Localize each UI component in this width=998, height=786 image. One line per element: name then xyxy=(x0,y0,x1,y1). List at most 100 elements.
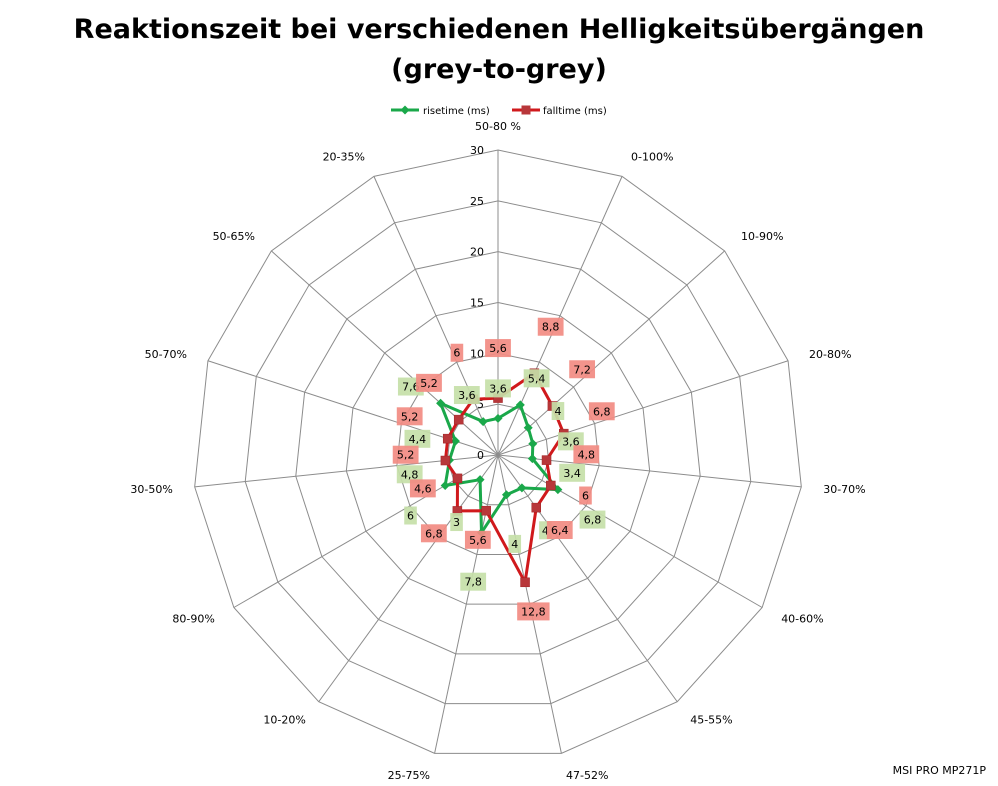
data-point xyxy=(452,473,463,484)
grid-ring xyxy=(446,403,550,506)
grid-ring xyxy=(244,200,752,705)
data-point xyxy=(546,480,556,491)
grid-ring xyxy=(194,149,802,754)
axis-tick-label: 25 xyxy=(470,195,484,208)
data-point xyxy=(478,417,488,427)
axis-tick-label: 20 xyxy=(470,246,484,259)
data-label-box xyxy=(404,506,417,525)
data-label-box xyxy=(464,530,491,549)
category-label: 50-65% xyxy=(213,230,255,243)
axis-tick-label: 30 xyxy=(470,144,484,157)
data-point xyxy=(442,433,453,444)
data-label: 6,8 xyxy=(593,405,611,418)
data-point xyxy=(553,485,563,495)
data-point xyxy=(517,483,527,493)
grid-ring xyxy=(295,251,701,655)
data-label-box xyxy=(485,339,511,358)
data-label: 5,2 xyxy=(420,377,438,390)
data-point xyxy=(440,481,450,490)
grid-spoke xyxy=(373,176,499,456)
series-line xyxy=(443,371,566,584)
data-label: 6,8 xyxy=(425,527,443,540)
grid-spoke xyxy=(497,454,763,608)
grid-spoke xyxy=(497,250,725,456)
axis-tick-label: 15 xyxy=(470,297,484,310)
series-line xyxy=(439,401,560,535)
data-label: 7,8 xyxy=(464,576,482,589)
data-label: 6 xyxy=(453,347,460,360)
data-label: 7,6 xyxy=(402,381,420,394)
grid-spoke xyxy=(497,176,623,456)
legend-marker-risetime xyxy=(400,105,410,115)
data-point xyxy=(523,423,533,433)
axis-tick-label: 5 xyxy=(477,398,484,411)
data-label: 6,4 xyxy=(551,524,569,537)
grid-spoke xyxy=(318,454,499,703)
data-label-box xyxy=(485,379,511,398)
axis-tick-label: 10 xyxy=(470,347,484,360)
data-label: 4,4 xyxy=(409,433,427,446)
data-point xyxy=(493,413,503,423)
data-label: 3,4 xyxy=(563,467,581,480)
grid-spoke xyxy=(497,454,678,703)
data-point xyxy=(481,505,491,516)
data-label-box xyxy=(573,445,600,464)
data-label-box xyxy=(409,479,436,498)
legend: risetime (ms) falltime (ms) xyxy=(391,105,607,117)
legend-label-falltime: falltime (ms) xyxy=(543,106,607,117)
data-label-box xyxy=(559,463,586,482)
data-labels-falltime: 5,6 8,8 7,2 6,8 4,8 6 6,4 12,8 5,6 6,8 4,6 5,2 5,2 5,… xyxy=(392,317,615,621)
category-label: 80-90% xyxy=(172,613,214,626)
grid-spoke xyxy=(271,250,499,456)
category-label: 20-35% xyxy=(323,150,365,163)
data-label-box xyxy=(404,429,431,448)
data-label-box xyxy=(460,572,487,591)
data-label: 3,6 xyxy=(458,389,476,402)
data-point xyxy=(541,455,552,465)
data-label-box xyxy=(523,369,550,388)
grid-spoke xyxy=(434,454,499,754)
data-point xyxy=(436,398,446,408)
data-label: 6 xyxy=(407,510,414,523)
data-label: 6 xyxy=(582,490,589,503)
grid-ring xyxy=(345,301,651,605)
category-label: 45-55% xyxy=(690,714,732,727)
data-label-box xyxy=(416,373,442,392)
data-label-box xyxy=(579,510,606,529)
chart-title-line-2: (grey-to-grey) xyxy=(391,54,607,85)
data-label-box xyxy=(396,407,423,426)
monitor-model-label: MSI PRO MP271P xyxy=(892,764,986,777)
grid-ring xyxy=(396,352,600,555)
category-label: 30-50% xyxy=(130,483,172,496)
data-label-box xyxy=(450,343,464,362)
data-label-box xyxy=(588,402,615,421)
data-label-box xyxy=(517,602,550,621)
chart-title-line-1: Reaktionszeit bei verschiedenen Helligke… xyxy=(73,14,925,45)
data-label-box xyxy=(569,360,596,379)
data-label-box xyxy=(546,521,573,540)
data-point xyxy=(527,454,537,464)
category-label: 25-75% xyxy=(388,769,430,782)
category-label: 10-20% xyxy=(263,714,305,727)
data-label: 5,2 xyxy=(401,410,419,423)
data-label-box xyxy=(450,513,463,532)
data-label: 5,2 xyxy=(397,449,415,462)
data-label: 4 xyxy=(542,524,549,537)
data-label: 12,8 xyxy=(521,605,546,618)
data-label: 4,8 xyxy=(578,448,596,461)
data-point xyxy=(440,455,451,466)
data-label: 5,6 xyxy=(489,342,507,355)
data-point xyxy=(515,400,525,410)
data-point xyxy=(531,502,541,513)
data-label: 4,8 xyxy=(401,468,419,481)
data-label-box xyxy=(579,486,592,505)
data-label-box xyxy=(420,524,447,543)
data-label-box xyxy=(396,465,423,484)
data-label: 5,4 xyxy=(528,372,546,385)
data-point xyxy=(528,439,538,449)
data-label-box xyxy=(453,386,480,405)
axis-tick-label: 0 xyxy=(477,449,484,462)
category-label: 50-70% xyxy=(145,348,187,361)
data-point xyxy=(450,436,460,446)
